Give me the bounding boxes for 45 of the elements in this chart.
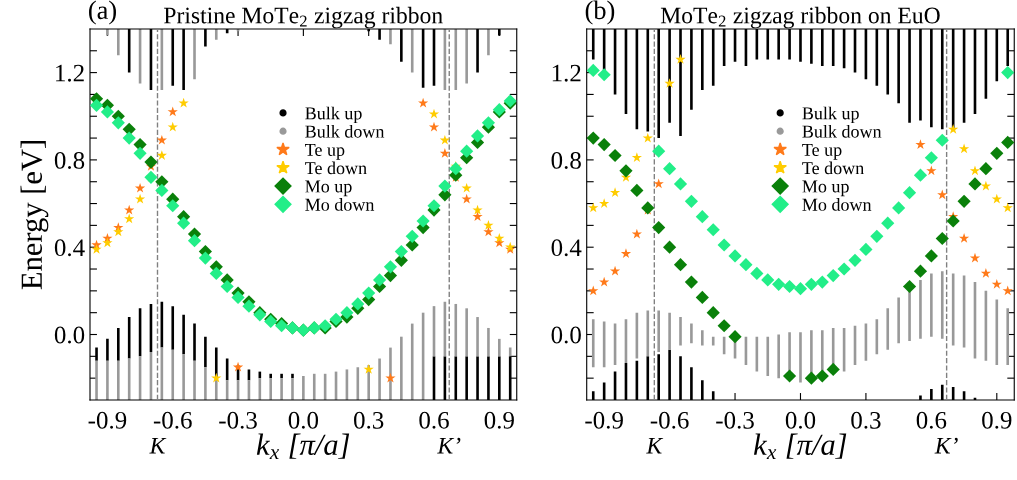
x-tick-label: -0.3 — [219, 411, 257, 429]
x-tick-label: -0.9 — [585, 411, 623, 429]
legend-label: Mo up — [305, 180, 352, 197]
legend-label: Bulk up — [802, 106, 859, 124]
legend-label: Te up — [802, 143, 842, 160]
legend-label: Mo down — [305, 198, 375, 211]
chart-title: MoTe$_{2}$ zigzag ribbon on EuO — [660, 6, 940, 29]
y-tick-label: 0.0 — [54, 326, 85, 344]
legend-label: Te up — [305, 143, 345, 160]
legend-label: Bulk up — [305, 106, 362, 124]
ref-line-label: K — [149, 438, 167, 454]
ref-line-label: K’ — [934, 437, 958, 454]
y-tick-label: 1.2 — [56, 64, 84, 82]
x-tick-label: 0.6 — [419, 411, 449, 429]
y-tick-label: 0.8 — [551, 151, 581, 169]
x-tick-label: 0.0 — [785, 411, 816, 429]
legend-label: Te down — [305, 161, 367, 175]
legend-label: Mo down — [802, 198, 872, 211]
x-tick-label: 0.6 — [916, 411, 947, 429]
y-tick-label: 0.8 — [54, 151, 85, 169]
y-tick-label: 0.4 — [551, 239, 582, 257]
x-tick-label: 0.3 — [354, 411, 384, 429]
y-axis-title: Energy [eV] — [20, 141, 49, 290]
x-tick-label: 0.9 — [982, 411, 1012, 429]
x-tick-label: 0.0 — [288, 411, 319, 429]
legend-label: Bulk down — [802, 124, 882, 138]
legend-label: Mo up — [802, 180, 849, 197]
ref-line-label: K — [646, 438, 664, 454]
y-tick-label: 0.0 — [551, 326, 581, 344]
x-tick-label: -0.6 — [650, 411, 689, 429]
x-tick-label: -0.3 — [716, 411, 754, 429]
x-tick-label: 0.3 — [851, 411, 881, 429]
text: (a) — [89, 0, 116, 25]
chart-title: Pristine MoTe$_{2}$ zigzag ribbon — [164, 6, 443, 29]
x-axis-title: k$_{x}$ [π/a] — [256, 433, 350, 459]
x-tick-label: -0.9 — [88, 411, 127, 429]
x-axis-title: k$_{x}$ [π/a] — [754, 433, 847, 459]
y-tick-label: 0.4 — [54, 239, 85, 257]
y-tick-label: 1.2 — [552, 64, 581, 82]
legend-label: Te down — [802, 161, 864, 175]
x-tick-label: 0.9 — [484, 411, 514, 429]
x-tick-label: -0.6 — [153, 411, 192, 429]
legend-label: Bulk down — [305, 124, 385, 138]
ref-line-label: K’ — [437, 437, 461, 454]
text: (b) — [585, 0, 615, 25]
